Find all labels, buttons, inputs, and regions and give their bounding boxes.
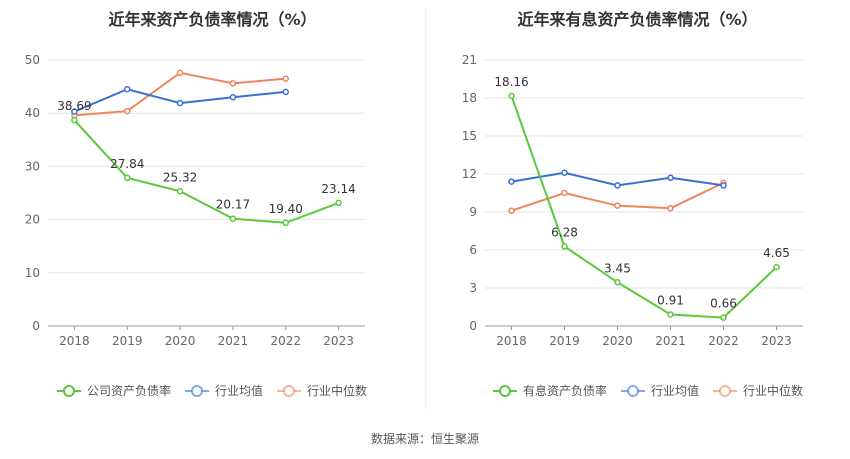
legend-marker [719,385,731,397]
legend-marker [63,385,75,397]
y-tick-label: 20 [25,213,40,227]
data-label: 6.28 [551,225,578,239]
x-tick-label: 2020 [602,334,633,348]
legend-label: 行业中位数 [743,383,803,398]
legend-marker [499,385,511,397]
y-tick-label: 12 [462,167,477,181]
panel-divider [425,8,426,410]
data-label: 19.40 [269,202,303,216]
legend-marker [283,385,295,397]
legend-item-industry-average-series: 行业均值 [185,383,263,398]
y-tick-label: 50 [25,53,40,67]
industry-average-series-point [176,99,184,107]
y-tick-label: 15 [462,129,477,143]
legend-label: 行业均值 [215,383,263,398]
x-tick-label: 2019 [112,334,143,348]
data-label: 3.45 [604,261,631,275]
company-series-point [229,215,237,222]
legend-item-industry-average-series: 行业均值 [621,383,699,398]
legend-label: 行业中位数 [307,383,367,398]
data-source-footer: 数据来源：恒生聚源 [370,432,479,446]
x-tick-label: 2022 [708,334,739,348]
industry-average-series-point [561,169,568,176]
legend-item-company-series: 有息资产负债率 [493,383,607,398]
x-tick-label: 2020 [165,334,196,348]
industry-median-series-point [614,202,621,209]
company-series-point [773,263,780,271]
company-series-line [73,119,339,224]
company-series-line [510,95,778,319]
legend-marker [191,385,203,397]
company-series-point [667,311,674,318]
x-tick-label: 2018 [59,334,90,348]
data-label: 18.16 [494,75,528,89]
y-tick-label: 0 [32,319,40,333]
legend-item-industry-median-series: 行业中位数 [713,383,803,398]
y-tick-label: 10 [25,266,40,280]
industry-average-series-point [614,182,621,189]
data-label: 27.84 [110,157,144,171]
company-series-point [561,243,568,250]
x-tick-label: 2019 [549,334,580,348]
asset-liability-chart: 近年来资产负债率情况（%） 0 10 20 30 40 50 2018 2019 2020 202… [0,0,425,410]
industry-average-series-point [667,174,674,182]
data-label: 0.91 [657,293,684,307]
data-label: 25.32 [163,170,197,184]
y-tick-label: 40 [25,106,40,120]
industry-average-series-point [508,178,515,185]
x-tick-label: 2021 [218,334,249,348]
interest-bearing-liability-chart-svg: 0 3 6 9 12 15 18 21 2018 2019 2020 2021 2022 2023 18.1… [462,53,803,398]
industry-median-series-point [229,80,237,87]
x-tick-label: 2018 [496,334,527,348]
legend-marker [627,385,639,397]
data-label: 23.14 [321,182,355,196]
industry-average-series-point [124,86,131,93]
company-series-point [508,92,515,100]
chart-title: 近年来有息资产负债率情况（%） [517,10,758,29]
industry-median-series-line [74,71,286,117]
company-series-point [124,174,131,182]
industry-average-series-point [282,88,289,96]
data-label: 4.65 [763,246,790,260]
company-series-point [71,116,78,124]
industry-median-series-point [667,204,674,212]
legend-label: 有息资产负债率 [523,383,607,398]
y-tick-label: 3 [469,281,477,295]
data-label: 38.69 [57,99,91,113]
data-label: 0.66 [710,297,737,311]
legend-label: 行业均值 [651,383,699,398]
x-tick-label: 2023 [323,334,354,348]
industry-median-series-point [561,189,568,197]
industry-median-series-point [508,207,515,214]
company-series-point [335,199,342,207]
company-series-point [282,219,289,227]
x-tick-label: 2021 [655,334,686,348]
y-tick-label: 18 [462,91,477,105]
y-tick-label: 9 [469,205,477,219]
interest-bearing-liability-chart: 近年来有息资产负债率情况（%） 0 3 6 9 12 15 18 21 2018 2019 2020… [425,0,850,410]
industry-average-series-point [720,182,727,189]
data-label: 20.17 [216,198,250,212]
company-series-point [176,188,184,195]
x-tick-label: 2023 [761,334,792,348]
x-tick-label: 2022 [270,334,301,348]
industry-average-series-point [71,108,78,115]
industry-median-series-point [176,69,184,77]
company-series-point [720,314,727,321]
chart-title: 近年来资产负债率情况（%） [108,10,317,29]
industry-average-series-point [229,93,237,101]
asset-liability-chart-svg: 0 10 20 30 40 50 2018 2019 2020 2021 2022 2023 38.69… [25,53,367,398]
y-tick-label: 0 [469,319,477,333]
legend-item-industry-median-series: 行业中位数 [277,383,367,398]
legend-label: 公司资产负债率 [87,383,171,398]
legend-item-company-series: 公司资产负债率 [57,383,171,398]
y-tick-label: 6 [469,243,477,257]
y-tick-label: 30 [25,159,40,173]
y-tick-label: 21 [462,53,477,67]
industry-median-series-point [282,75,289,82]
industry-median-series-point [124,107,131,115]
company-series-point [614,279,621,286]
